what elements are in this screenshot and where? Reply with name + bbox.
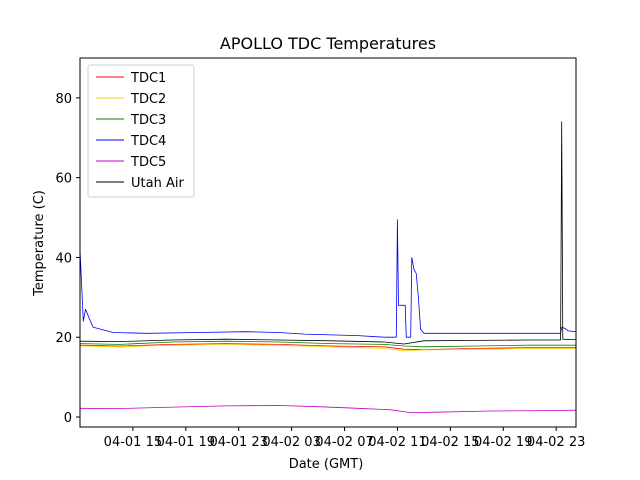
legend-label: Utah Air <box>131 176 184 191</box>
x-tick-label: 04-01 23 <box>209 435 267 450</box>
x-tick-label: 04-01 19 <box>157 435 215 450</box>
x-tick-label: 04-02 19 <box>474 435 532 450</box>
x-tick-label: 04-02 11 <box>368 435 426 450</box>
x-tick-label: 04-02 03 <box>262 435 320 450</box>
series-layer <box>79 121 577 413</box>
y-tick-label: 80 <box>55 92 72 107</box>
legend-label: TDC5 <box>130 155 166 170</box>
plot-frame <box>79 57 577 428</box>
series-line-tdc3 <box>79 340 576 348</box>
legend-label: TDC3 <box>130 113 166 128</box>
series-line-utah-air <box>79 121 577 345</box>
y-tick-label: 20 <box>55 331 72 346</box>
series-line-tdc5 <box>79 405 577 413</box>
legend-label: TDC1 <box>130 71 166 86</box>
y-tick-label: 60 <box>55 172 72 187</box>
x-tick-label: 04-01 15 <box>104 435 162 450</box>
x-tick-label: 04-02 15 <box>421 435 479 450</box>
x-axis-label: Date (GMT) <box>289 457 364 472</box>
legend-label: TDC2 <box>130 92 166 107</box>
series-line-tdc1 <box>79 343 576 350</box>
chart-title: APOLLO TDC Temperatures <box>220 34 436 53</box>
y-axis-label: Temperature (C) <box>32 190 47 297</box>
y-tick-label: 40 <box>55 251 72 266</box>
y-axis: 0 20 40 60 80 <box>55 92 80 426</box>
series-line-tdc4 <box>79 219 577 338</box>
legend: TDC1 TDC2 TDC3 TDC4 TDC5 Utah Air <box>87 64 195 198</box>
legend-label: TDC4 <box>130 134 166 149</box>
x-tick-label: 04-02 23 <box>527 435 585 450</box>
x-tick-label: 04-02 07 <box>315 435 373 450</box>
series-line-tdc2 <box>79 344 576 352</box>
y-tick-label: 0 <box>64 411 72 426</box>
